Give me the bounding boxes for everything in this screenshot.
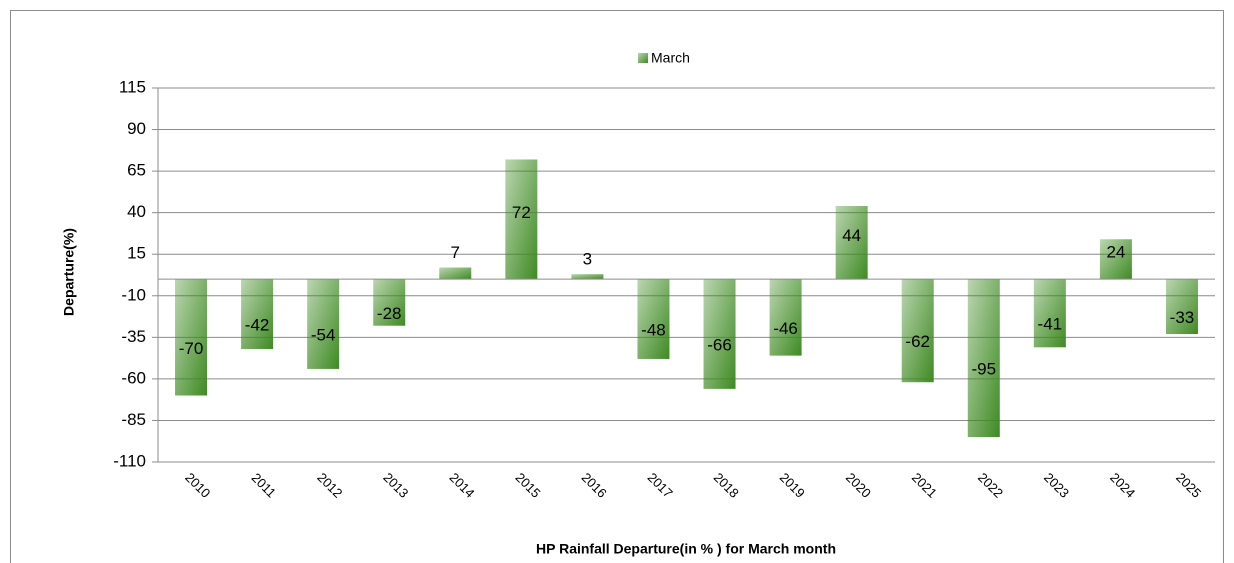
y-tick-label: -10	[121, 285, 146, 304]
y-axis-title: Departure(%)	[61, 228, 77, 316]
data-label: 44	[842, 226, 861, 245]
data-label: -48	[641, 321, 666, 340]
bar	[1033, 279, 1066, 348]
data-label: 24	[1106, 243, 1125, 262]
bar	[175, 279, 208, 396]
y-tick-label: 115	[119, 77, 146, 96]
data-label: -66	[707, 335, 732, 354]
y-tick-label: -110	[113, 451, 146, 470]
data-label: -95	[971, 360, 996, 379]
y-tick-label: 90	[127, 119, 146, 138]
legend-label: March	[651, 50, 690, 66]
x-axis-title: HP Rainfall Departure(in % ) for March m…	[536, 541, 836, 557]
y-tick-label: -85	[121, 410, 146, 429]
legend-swatch	[638, 53, 648, 63]
y-tick-label: -35	[121, 327, 146, 346]
bar	[703, 279, 736, 389]
data-label: -54	[311, 326, 336, 345]
data-label: -33	[1170, 308, 1195, 327]
data-label: -62	[905, 332, 930, 351]
bar	[637, 279, 670, 359]
bar	[241, 279, 274, 349]
bar	[373, 279, 406, 326]
bar	[1099, 239, 1132, 280]
data-label: 3	[583, 250, 592, 269]
bar	[505, 159, 538, 280]
bar	[307, 279, 340, 369]
y-tick-label: 15	[127, 244, 146, 263]
bar	[835, 206, 868, 280]
y-tick-label: -60	[121, 368, 146, 387]
data-label: -41	[1038, 315, 1063, 334]
data-label: 7	[451, 243, 460, 262]
data-label: -42	[245, 316, 270, 335]
data-label: 72	[512, 203, 531, 222]
y-tick-label: 65	[127, 161, 146, 180]
bar	[901, 279, 934, 383]
data-label: -28	[377, 304, 402, 323]
data-label: -70	[179, 339, 204, 358]
bar	[439, 267, 472, 280]
bar	[967, 279, 1000, 438]
bar	[769, 279, 802, 356]
y-tick-label: 40	[127, 202, 146, 221]
bar	[1165, 279, 1198, 335]
bar	[571, 274, 604, 280]
chart-border	[10, 10, 1224, 563]
data-label: -46	[773, 319, 798, 338]
